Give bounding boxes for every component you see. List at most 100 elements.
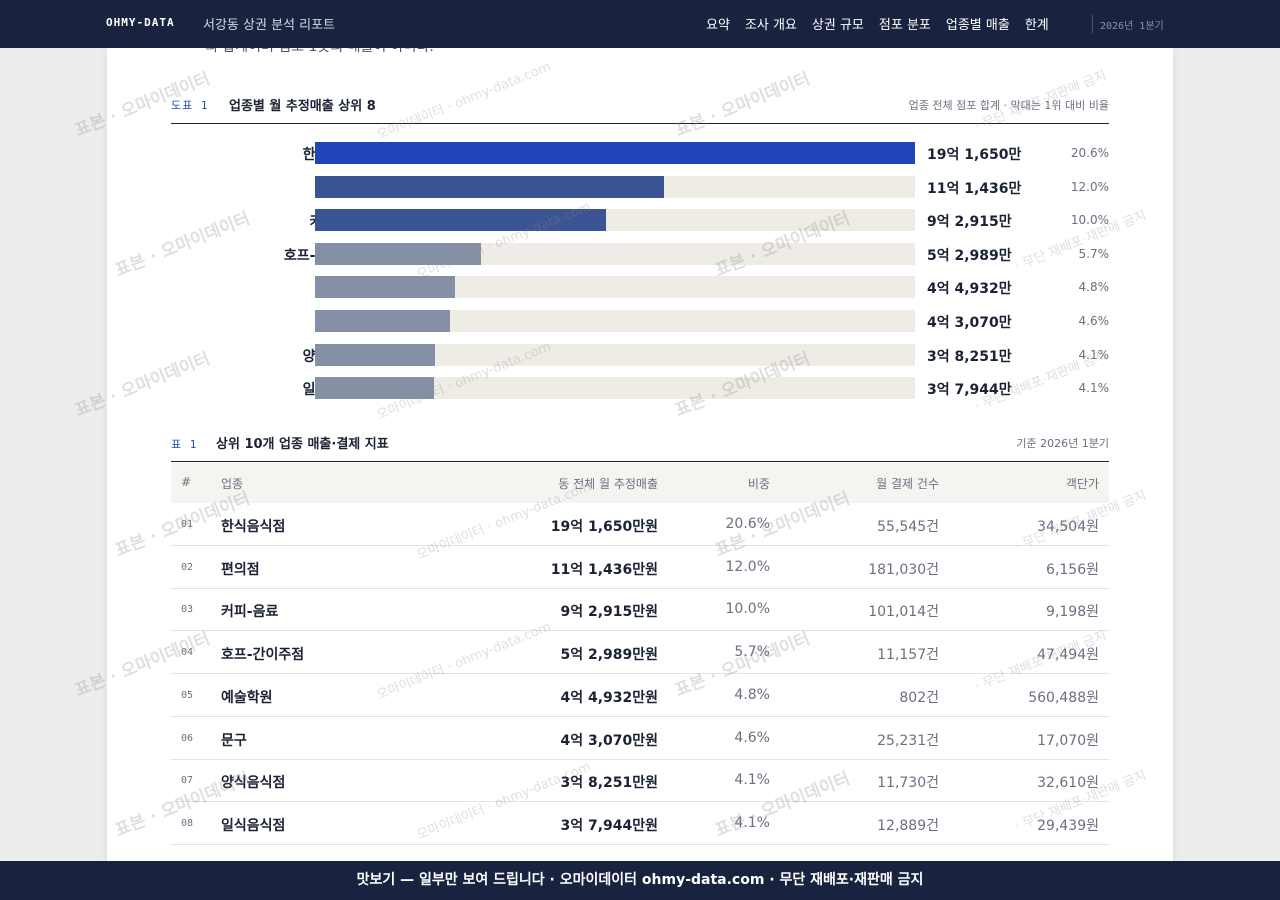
bar-track bbox=[315, 142, 915, 164]
nav-item-overview[interactable]: 조사 개요 bbox=[744, 18, 797, 33]
figure-header: 도표 1 업종별 월 추정매출 상위 8 업종 전체 점포 합계 · 막대는 1… bbox=[171, 96, 1109, 124]
period-label: 2026년 1분기 bbox=[1100, 21, 1164, 32]
cell-avg: 560,488원 bbox=[1028, 689, 1099, 706]
cell-rank: 03 bbox=[181, 604, 194, 616]
cell-industry: 한식음식점 bbox=[221, 519, 286, 535]
table-note: 기준 2026년 1분기 bbox=[1016, 437, 1109, 450]
bar-percent: 4.6% bbox=[1078, 314, 1110, 328]
cell-industry: 호프-간이주점 bbox=[221, 647, 305, 664]
cell-rank: 05 bbox=[181, 689, 194, 701]
table-row: 02 편의점 11억 1,436만원 12.0% 181,030건 6,156원 bbox=[171, 546, 1109, 589]
intro-paragraph-cutoff: 의 합계이며 점포 1곳의 매출이 아니다. bbox=[205, 48, 434, 56]
cell-sales: 3억 8,251만원 bbox=[560, 775, 658, 792]
cell-count: 101,014건 bbox=[868, 604, 939, 621]
figure-note: 업종 전체 점포 합계 · 막대는 1위 대비 비율 bbox=[908, 99, 1109, 112]
cell-share: 4.1% bbox=[734, 772, 770, 789]
cell-sales: 5억 2,989만원 bbox=[560, 647, 658, 664]
bar-track bbox=[315, 175, 915, 198]
nav-menu: 요약 조사 개요 상권 규모 점포 분포 업종별 매출 한계 bbox=[706, 14, 1064, 33]
brand-logo[interactable]: OHMY-DATA bbox=[106, 16, 175, 29]
col-header-count: 월 결제 건수 bbox=[876, 477, 939, 491]
bar bbox=[315, 242, 482, 265]
table-row: 08 일식음식점 3억 7,944만원 4.1% 12,889건 29,439원 bbox=[171, 802, 1109, 845]
col-header-share: 비중 bbox=[747, 477, 770, 491]
table-header: 표 1 상위 10개 업종 매출·결제 지표 기준 2026년 1분기 bbox=[171, 428, 1109, 462]
bar-percent: 4.1% bbox=[1078, 381, 1110, 396]
nav-item-market-size[interactable]: 상권 규모 bbox=[811, 18, 864, 33]
cell-industry: 예술학원 bbox=[221, 689, 273, 706]
cell-rank: 06 bbox=[181, 732, 194, 744]
nav-item-limitations[interactable]: 한계 bbox=[1024, 18, 1049, 33]
cell-count: 11,157건 bbox=[877, 647, 939, 664]
top-nav-bar: OHMY-DATA 서강동 상권 분석 리포트 요약 조사 개요 상권 규모 점… bbox=[0, 0, 1280, 48]
cell-share: 4.6% bbox=[734, 729, 770, 746]
cell-industry: 문구 bbox=[221, 732, 247, 749]
cell-industry: 일식음식점 bbox=[221, 817, 286, 834]
bar-track bbox=[315, 343, 915, 366]
bar-value: 3억 8,251만 bbox=[927, 348, 1012, 365]
cell-industry: 양식음식점 bbox=[221, 775, 286, 792]
cell-share: 4.8% bbox=[734, 686, 770, 703]
cell-share: 12.0% bbox=[725, 558, 770, 575]
cell-count: 25,231건 bbox=[877, 732, 939, 749]
cell-count: 802건 bbox=[899, 689, 939, 706]
bar-percent: 12.0% bbox=[1070, 179, 1109, 194]
table-column-headers: # 업종 동 전체 월 추정매출 비중 월 결제 건수 객단가 bbox=[171, 463, 1109, 503]
col-header-sales: 동 전체 월 추정매출 bbox=[558, 477, 658, 491]
cell-sales: 4억 4,932만원 bbox=[560, 689, 658, 706]
cell-avg: 47,494원 bbox=[1037, 647, 1099, 664]
nav-item-store-distribution[interactable]: 점포 분포 bbox=[878, 18, 931, 33]
figure-title: 업종별 월 추정매출 상위 8 bbox=[229, 99, 376, 114]
report-title: 서강동 상권 분석 리포트 bbox=[203, 18, 335, 33]
cell-rank: 01 bbox=[181, 519, 194, 530]
cell-avg: 17,070원 bbox=[1037, 732, 1099, 749]
nav-divider bbox=[1092, 15, 1093, 33]
nav-item-sales-by-industry[interactable]: 업종별 매출 bbox=[945, 18, 1010, 33]
col-header-industry: 업종 bbox=[221, 477, 244, 491]
cell-avg: 6,156원 bbox=[1046, 561, 1099, 578]
bar bbox=[315, 209, 606, 232]
table-number: 표 1 bbox=[171, 438, 198, 451]
nav-item-summary[interactable]: 요약 bbox=[706, 18, 730, 33]
table-row: 03 커피-음료 9억 2,915만원 10.0% 101,014건 9,198원 bbox=[171, 588, 1109, 632]
cell-sales: 3억 7,944만원 bbox=[560, 817, 658, 834]
cell-industry: 커피-음료 bbox=[221, 604, 279, 621]
bar-track bbox=[315, 242, 915, 265]
bar-value: 4억 4,932만 bbox=[927, 281, 1012, 298]
table-row: 01 한식음식점 19억 1,650만원 20.6% 55,545건 34,504원 bbox=[171, 503, 1109, 546]
bar-percent: 4.8% bbox=[1078, 280, 1110, 295]
table-row: 06 문구 4억 3,070만원 4.6% 25,231건 17,070원 bbox=[171, 717, 1109, 760]
table-row: 05 예술학원 4억 4,932만원 4.8% 802건 560,488원 bbox=[171, 674, 1109, 717]
table-row: 04 호프-간이주점 5억 2,989만원 5.7% 11,157건 47,494원 bbox=[171, 631, 1109, 675]
bar-percent: 20.6% bbox=[1070, 146, 1109, 160]
cell-rank: 02 bbox=[181, 561, 194, 573]
cell-avg: 34,504원 bbox=[1037, 519, 1099, 535]
cell-avg: 29,439원 bbox=[1037, 817, 1099, 834]
bar-percent: 4.1% bbox=[1078, 347, 1110, 362]
cell-sales: 11억 1,436만원 bbox=[550, 561, 658, 578]
bar-value: 11억 1,436만 bbox=[927, 180, 1022, 197]
cell-share: 4.1% bbox=[734, 814, 770, 831]
bar-value: 4억 3,070만 bbox=[927, 315, 1012, 331]
bar bbox=[315, 276, 456, 299]
bar-value: 19억 1,650만 bbox=[927, 147, 1022, 163]
bar bbox=[315, 142, 915, 164]
table-title: 상위 10개 업종 매출·결제 지표 bbox=[216, 437, 389, 452]
cell-avg: 9,198원 bbox=[1046, 604, 1099, 621]
cell-count: 55,545건 bbox=[877, 519, 939, 535]
bar bbox=[315, 343, 435, 366]
cell-share: 5.7% bbox=[734, 644, 770, 661]
cell-count: 181,030건 bbox=[868, 561, 939, 578]
cell-rank: 07 bbox=[181, 775, 194, 787]
cell-count: 11,730건 bbox=[877, 775, 939, 792]
bar-track bbox=[315, 377, 915, 400]
bar-track bbox=[315, 209, 915, 232]
bar-value: 5억 2,989만 bbox=[927, 247, 1012, 264]
cell-avg: 32,610원 bbox=[1037, 775, 1099, 792]
preview-banner: 맛보기 — 일부만 보여 드립니다 · 오마이데이터 ohmy-data.com… bbox=[0, 861, 1280, 900]
cell-share: 20.6% bbox=[725, 516, 770, 532]
